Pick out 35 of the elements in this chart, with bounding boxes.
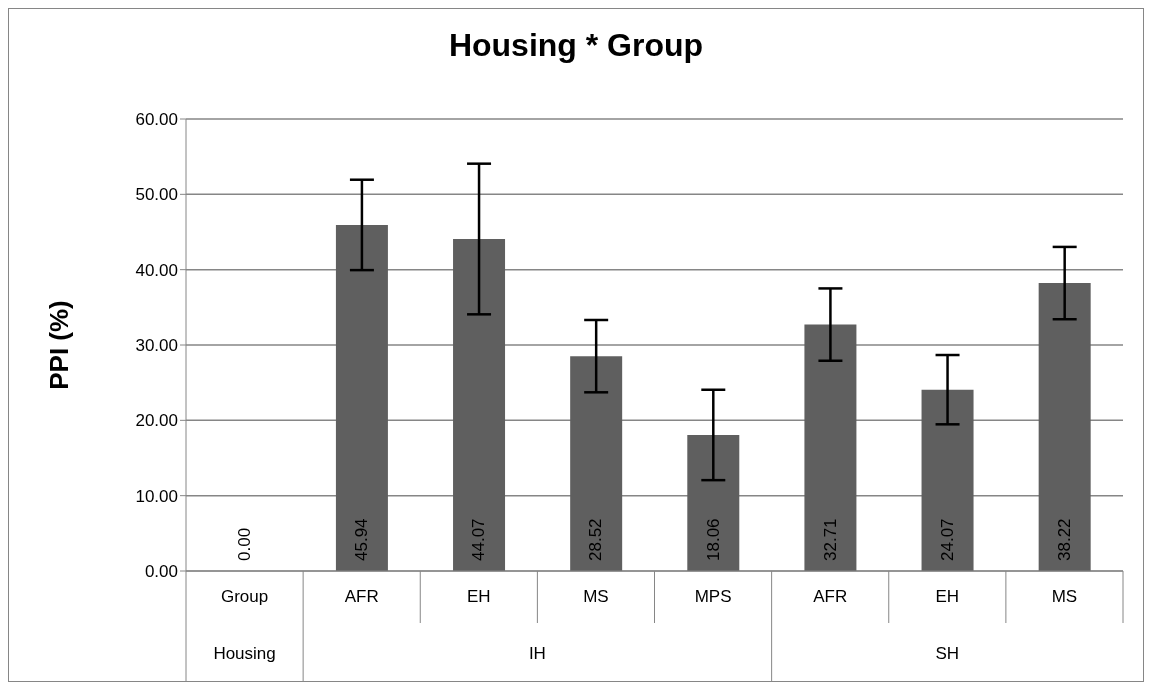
- data-label: 38.22: [1054, 518, 1074, 561]
- y-tick-label: 40.00: [135, 260, 178, 280]
- x-tick-label: MS: [1051, 587, 1078, 606]
- x-tick-label: MS: [583, 587, 609, 606]
- data-label: 44.07: [469, 518, 489, 561]
- text: Housing: [213, 644, 276, 663]
- bar: [335, 224, 388, 571]
- bar: [921, 389, 974, 571]
- x-tick-label: AFR: [813, 587, 848, 606]
- bar: [687, 434, 740, 571]
- bar: [453, 239, 506, 571]
- x-tick-label: AFR: [344, 587, 379, 606]
- bar: [804, 324, 857, 571]
- data-label: 0.00: [235, 527, 255, 561]
- data-label: 18.06: [703, 518, 723, 561]
- x-tick-label: EH: [467, 587, 491, 606]
- chart-title: Housing * Group: [447, 27, 705, 64]
- y-tick-label: 0.00: [144, 562, 178, 582]
- y-tick-label: 60.00: [135, 110, 178, 130]
- text: SH: [935, 644, 960, 663]
- y-tick-label: 50.00: [135, 185, 178, 205]
- data-label: 28.52: [586, 518, 606, 561]
- x-tick-label: MPS: [694, 587, 732, 606]
- y-tick-label: 20.00: [135, 411, 178, 431]
- data-label: 24.07: [937, 518, 957, 561]
- text: IH: [528, 644, 546, 663]
- y-tick-label: 30.00: [135, 336, 178, 356]
- y-axis-title: PPI (%): [44, 300, 75, 390]
- x-tick-label: EH: [935, 587, 960, 606]
- x-tick-label: Group: [220, 587, 269, 606]
- bar: [1038, 283, 1091, 571]
- y-tick-label: 10.00: [135, 486, 178, 506]
- data-label: 32.71: [820, 518, 840, 561]
- bar: [570, 356, 623, 571]
- data-label: 45.94: [352, 518, 372, 561]
